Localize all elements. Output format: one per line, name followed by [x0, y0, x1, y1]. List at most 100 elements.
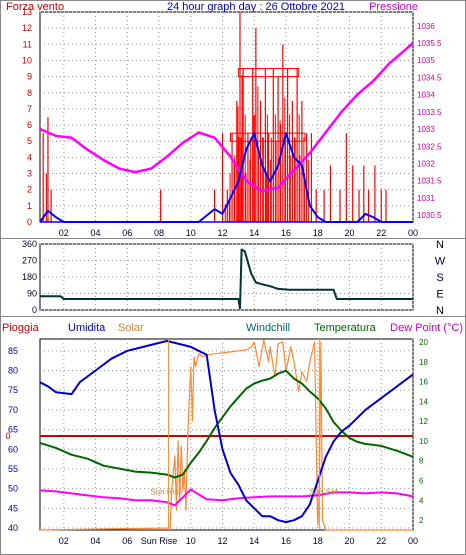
temp-y-tick: 6	[419, 477, 424, 486]
temp-x-tick: 06	[122, 536, 132, 546]
sunset-annotation: Sun Set	[309, 488, 338, 497]
pressure-y-tick: 1030.5	[417, 211, 442, 220]
pressure-y-tick: 1035	[417, 56, 435, 65]
pressure-y-tick: 1035.5	[417, 39, 442, 48]
solar-line	[39, 339, 413, 531]
humidity-label: Umidita	[68, 322, 106, 334]
temperature-label: Temperatura	[314, 322, 377, 334]
wind-y-tick: 6	[27, 120, 32, 130]
temp-x-tick: 00	[408, 536, 418, 546]
humidity-y-tick: 85	[8, 346, 18, 356]
wind-y-tick: 5	[27, 136, 32, 146]
wind-x-tick: 04	[91, 228, 101, 238]
dewpoint-line	[39, 488, 414, 507]
humidity-y-tick: 60	[8, 444, 18, 454]
pressure-y-tick: 1034.5	[417, 73, 442, 82]
temp-y-tick: 12	[419, 417, 428, 426]
axis-layer: 02 04 06 08 10 12 14 16 18 20 22 000123456789101112…	[5, 7, 445, 546]
wind-y-tick: 4	[27, 152, 32, 162]
humidity-y-tick: 45	[8, 503, 18, 513]
wind-x-tick: 14	[249, 228, 259, 238]
wind-x-tick: 22	[376, 228, 386, 238]
temp-x-tick: 02	[59, 536, 69, 546]
wind-y-tick: 3	[27, 169, 32, 179]
wind-y-tick: 0	[27, 217, 32, 227]
wind-x-tick: 00	[408, 228, 418, 238]
wind-x-tick: 08	[154, 228, 164, 238]
temp-y-tick: 20	[419, 338, 428, 347]
dir-y-tick: 90	[27, 289, 37, 299]
direction-line	[40, 248, 413, 310]
pressure-y-tick: 1031	[417, 194, 435, 203]
temp-y-tick: 8	[419, 457, 424, 466]
solar-label: Solar	[118, 322, 144, 334]
temp-y-tick: 14	[419, 397, 428, 406]
temp-x-tick: 22	[376, 536, 386, 546]
wind-y-tick: 13	[22, 7, 32, 17]
series-layer	[39, 12, 414, 531]
pressure-y-tick: 1031.5	[417, 177, 442, 186]
dir-y-tick: 360	[22, 239, 37, 249]
wind-left-label: Forza vento	[6, 1, 64, 13]
wind-x-tick: 02	[59, 228, 69, 238]
compass-label: N	[436, 239, 444, 251]
wind-y-tick: 10	[22, 55, 32, 65]
temp-x-tick: 16	[281, 536, 291, 546]
temp-x-tick: 12	[218, 536, 228, 546]
humidity-y-tick: 40	[8, 523, 18, 533]
humidity-y-tick: 70	[8, 405, 18, 415]
temp-y-tick: 4	[419, 496, 424, 505]
grid-layer	[40, 11, 414, 530]
wind-x-tick: 12	[218, 228, 228, 238]
compass-label: W	[435, 256, 446, 268]
temp-x-tick: Sun Rise	[141, 536, 178, 546]
wind-y-tick: 11	[23, 39, 32, 49]
wind-x-tick: 18	[313, 228, 323, 238]
wind-x-tick: 10	[186, 228, 196, 238]
wind-x-tick: 20	[345, 228, 355, 238]
wind-y-tick: 8	[27, 88, 32, 98]
humidity-y-tick: 80	[8, 366, 18, 376]
gust-band	[237, 68, 300, 78]
temp-x-tick: 04	[91, 536, 101, 546]
wind-plot-area	[39, 11, 414, 223]
temp-y-tick: 10	[419, 437, 428, 446]
pressure-line	[39, 42, 414, 193]
humidity-y-tick: 50	[8, 484, 18, 494]
dir-y-tick: 180	[22, 272, 37, 282]
wind-y-tick: 1	[27, 201, 32, 211]
wind-x-tick: 06	[122, 228, 132, 238]
pressure-y-tick: 1032	[417, 159, 435, 168]
pressure-y-tick: 1033.5	[417, 108, 442, 117]
temp-x-tick: 18	[313, 536, 323, 546]
rain-label: Pioggia	[2, 322, 40, 334]
dir-y-tick: 0	[32, 305, 37, 315]
pressure-y-tick: 1036	[417, 22, 435, 31]
temp-x-tick: 14	[249, 536, 259, 546]
temp-x-tick: 10	[186, 536, 196, 546]
chart-title: 24 hour graph day : 26 Ottobre 2021	[167, 1, 345, 13]
pressure-y-tick: 1032.5	[417, 142, 442, 151]
temp-plot-area	[39, 338, 414, 531]
humidity-y-tick: 55	[8, 464, 18, 474]
temp-y-tick: 18	[419, 358, 428, 367]
wind-y-tick: 7	[27, 104, 32, 114]
dir-y-tick: 270	[22, 256, 37, 266]
wind-y-tick: 2	[27, 185, 32, 195]
wind-right-label: Pressione	[369, 1, 418, 13]
pressure-y-tick: 1033	[417, 125, 435, 134]
compass-label: S	[436, 272, 443, 284]
dewpoint-label: Dew Point (°C)	[390, 322, 463, 334]
humidity-y-tick: 75	[8, 385, 18, 395]
wind-y-tick: 12	[22, 23, 32, 33]
pressure-y-tick: 1034	[417, 91, 435, 100]
windchill-label: Windchill	[246, 322, 290, 334]
sunrise-annotation: Sun Rise	[150, 488, 183, 497]
temp-y-tick: 2	[419, 516, 424, 525]
wind-x-tick: 16	[281, 228, 291, 238]
compass-label: N	[436, 305, 444, 317]
gust-band	[229, 132, 306, 142]
temp-x-tick: 20	[345, 536, 355, 546]
rain-zero-tick: 0	[5, 431, 10, 441]
